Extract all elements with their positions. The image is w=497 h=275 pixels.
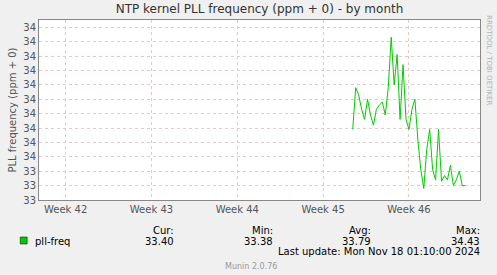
svg-text:34.43: 34.43: [451, 236, 480, 247]
svg-text:33.40: 33.40: [145, 236, 174, 247]
svg-text:34: 34: [23, 36, 36, 47]
svg-text:Week 42: Week 42: [44, 204, 87, 215]
svg-text:RRDTOOL / TOBI OETIKER: RRDTOOL / TOBI OETIKER: [485, 15, 493, 105]
svg-text:Munin 2.0.76: Munin 2.0.76: [225, 262, 277, 271]
svg-text:Cur:: Cur:: [153, 225, 174, 236]
svg-text:34: 34: [23, 22, 36, 33]
svg-text:34: 34: [23, 137, 36, 148]
svg-text:34: 34: [23, 51, 36, 62]
svg-text:34: 34: [23, 79, 36, 90]
svg-text:Week 46: Week 46: [387, 204, 430, 215]
svg-text:Avg:: Avg:: [349, 225, 371, 236]
svg-text:34: 34: [23, 151, 36, 162]
svg-text:34: 34: [23, 108, 36, 119]
svg-text:33.79: 33.79: [342, 236, 371, 247]
svg-text:34: 34: [23, 94, 36, 105]
svg-text:33: 33: [23, 195, 36, 206]
svg-text:NTP kernel PLL frequency (ppm: NTP kernel PLL frequency (ppm + 0) - by …: [116, 2, 404, 16]
svg-text:33: 33: [23, 180, 36, 191]
svg-text:Week 44: Week 44: [216, 204, 259, 215]
svg-text:33: 33: [23, 166, 36, 177]
svg-text:PLL frequency (ppm + 0): PLL frequency (ppm + 0): [7, 47, 18, 172]
svg-text:Min:: Min:: [252, 225, 273, 236]
svg-text:pll-freq: pll-freq: [35, 236, 70, 247]
svg-text:Last update: Mon Nov 18 01:10:: Last update: Mon Nov 18 01:10:00 2024: [278, 246, 480, 257]
svg-text:Week 43: Week 43: [130, 204, 173, 215]
svg-text:34: 34: [23, 65, 36, 76]
svg-text:33.38: 33.38: [244, 236, 273, 247]
svg-text:Max:: Max:: [456, 225, 480, 236]
svg-text:Week 45: Week 45: [301, 204, 344, 215]
svg-text:34: 34: [23, 123, 36, 134]
